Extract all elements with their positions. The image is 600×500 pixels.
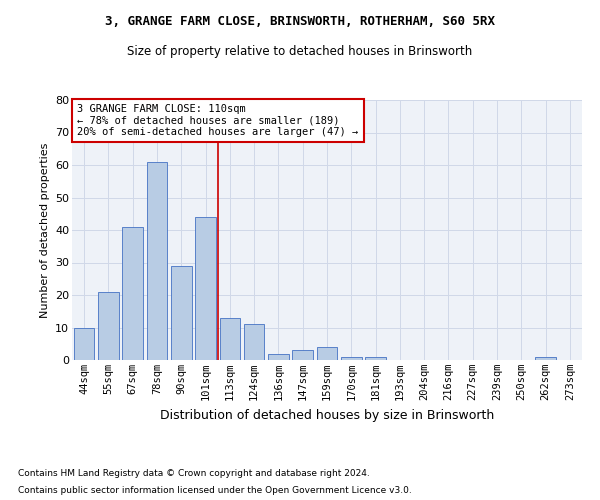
Text: Contains public sector information licensed under the Open Government Licence v3: Contains public sector information licen… xyxy=(18,486,412,495)
Text: 3, GRANGE FARM CLOSE, BRINSWORTH, ROTHERHAM, S60 5RX: 3, GRANGE FARM CLOSE, BRINSWORTH, ROTHER… xyxy=(105,15,495,28)
Bar xyxy=(268,354,289,360)
Bar xyxy=(292,350,313,360)
Y-axis label: Number of detached properties: Number of detached properties xyxy=(40,142,50,318)
Bar xyxy=(195,217,216,360)
Bar xyxy=(146,162,167,360)
Bar xyxy=(341,357,362,360)
X-axis label: Distribution of detached houses by size in Brinsworth: Distribution of detached houses by size … xyxy=(160,408,494,422)
Bar xyxy=(122,227,143,360)
Bar xyxy=(220,318,240,360)
Text: Contains HM Land Registry data © Crown copyright and database right 2024.: Contains HM Land Registry data © Crown c… xyxy=(18,468,370,477)
Bar xyxy=(171,266,191,360)
Text: Size of property relative to detached houses in Brinsworth: Size of property relative to detached ho… xyxy=(127,45,473,58)
Bar xyxy=(74,328,94,360)
Bar xyxy=(244,324,265,360)
Bar xyxy=(98,292,119,360)
Bar xyxy=(317,347,337,360)
Bar xyxy=(535,357,556,360)
Bar xyxy=(365,357,386,360)
Text: 3 GRANGE FARM CLOSE: 110sqm
← 78% of detached houses are smaller (189)
20% of se: 3 GRANGE FARM CLOSE: 110sqm ← 78% of det… xyxy=(77,104,358,137)
